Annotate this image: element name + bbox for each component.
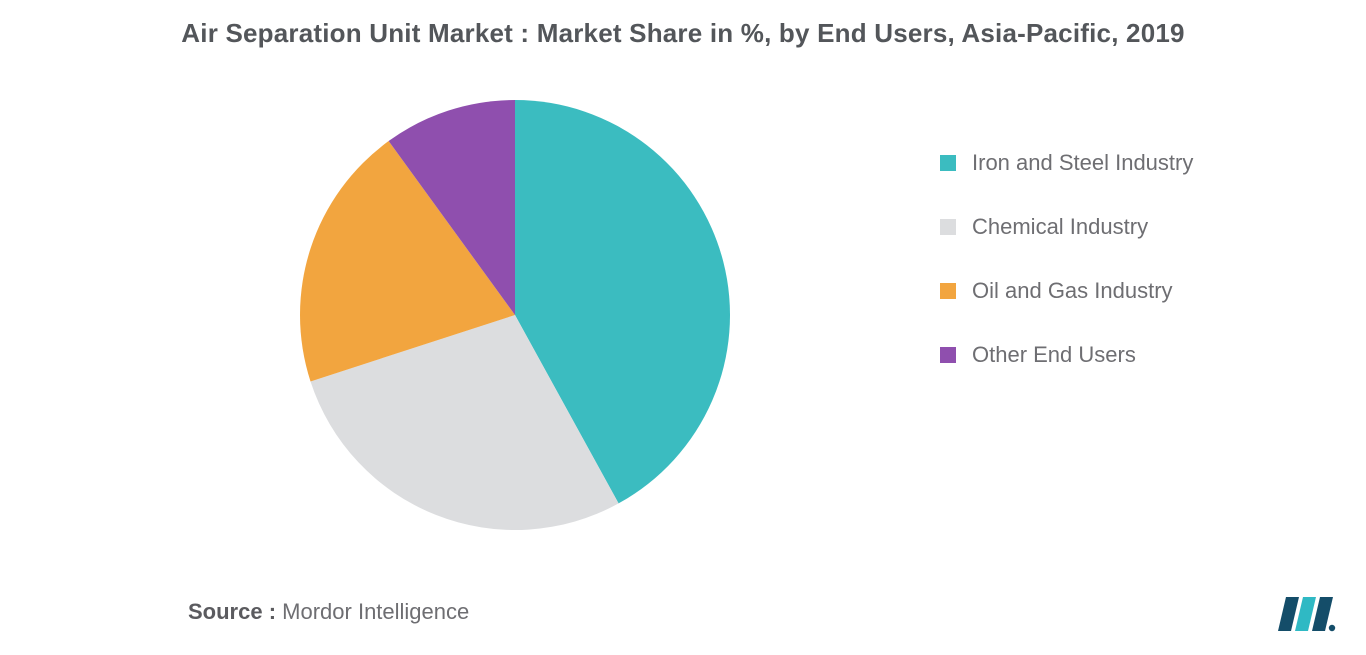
brand-logo-svg (1276, 591, 1338, 635)
legend-swatch (940, 219, 956, 235)
legend-swatch (940, 155, 956, 171)
legend-swatch (940, 283, 956, 299)
chart-area: Iron and Steel Industry Chemical Industry… (0, 80, 1366, 560)
legend-label: Chemical Industry (972, 214, 1148, 240)
legend-item: Oil and Gas Industry (940, 278, 1193, 304)
pie-chart (300, 100, 730, 530)
legend: Iron and Steel Industry Chemical Industry… (940, 150, 1193, 368)
legend-item: Other End Users (940, 342, 1193, 368)
logo-bar (1295, 597, 1316, 631)
page: Air Separation Unit Market : Market Shar… (0, 0, 1366, 655)
brand-logo (1276, 591, 1338, 635)
source-attribution: Source : Mordor Intelligence (188, 599, 469, 625)
legend-label: Oil and Gas Industry (972, 278, 1173, 304)
legend-label: Iron and Steel Industry (972, 150, 1193, 176)
legend-item: Iron and Steel Industry (940, 150, 1193, 176)
source-label: Source : (188, 599, 276, 624)
logo-dot (1329, 625, 1335, 631)
legend-item: Chemical Industry (940, 214, 1193, 240)
legend-label: Other End Users (972, 342, 1136, 368)
source-value: Mordor Intelligence (282, 599, 469, 624)
legend-swatch (940, 347, 956, 363)
pie-svg (300, 100, 730, 530)
logo-bar (1278, 597, 1299, 631)
chart-title: Air Separation Unit Market : Market Shar… (0, 18, 1366, 49)
